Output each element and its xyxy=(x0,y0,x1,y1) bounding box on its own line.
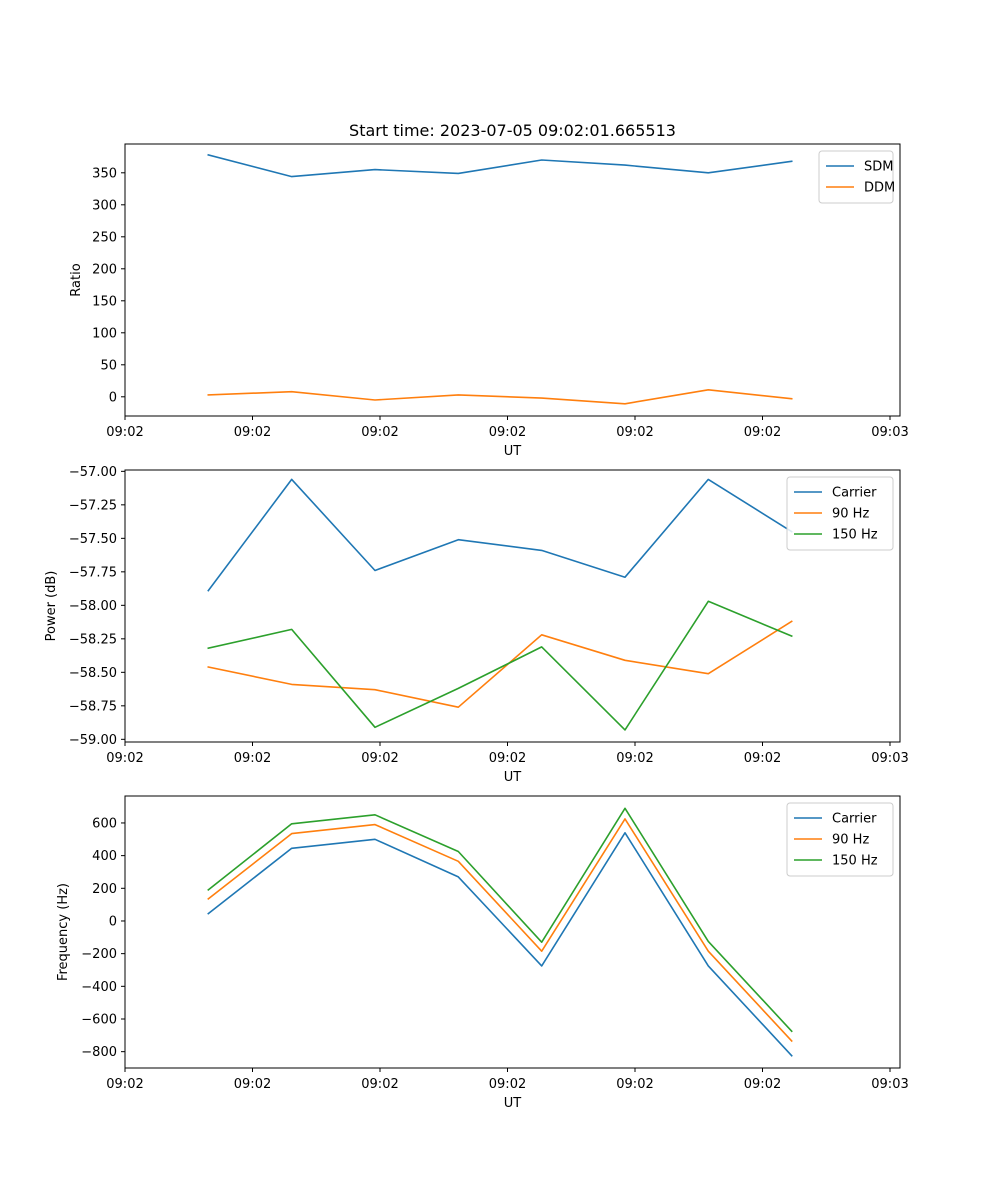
series-line-90-hz xyxy=(207,818,793,1043)
y-tick-label: 200 xyxy=(92,882,117,897)
y-tick-label: −58.50 xyxy=(69,666,117,681)
y-tick-label: 200 xyxy=(92,262,117,277)
y-tick-label: −57.00 xyxy=(69,465,117,480)
x-tick-label: 09:02 xyxy=(616,751,653,766)
legend xyxy=(786,476,894,551)
y-tick-label: −57.50 xyxy=(69,532,117,547)
y-tick-label: −59.00 xyxy=(69,733,117,748)
legend-label: DDM xyxy=(864,181,895,196)
x-tick-label: 09:03 xyxy=(871,751,908,766)
legend-label: Carrier xyxy=(832,486,877,501)
legend-label: 150 Hz xyxy=(832,854,878,869)
y-axis-label: Power (dB) xyxy=(44,571,59,642)
y-tick-label: 350 xyxy=(92,166,117,181)
y-tick-label: 250 xyxy=(92,230,117,245)
x-tick-label: 09:02 xyxy=(106,425,143,440)
x-tick-label: 09:02 xyxy=(234,751,271,766)
x-tick-label: 09:02 xyxy=(489,425,526,440)
legend-label: 150 Hz xyxy=(832,528,878,543)
y-tick-label: 150 xyxy=(92,294,117,309)
panel-2: 09:02 09:02 09:02 09:02 09:02 09:02 09:03 −59.0… xyxy=(44,465,909,785)
x-tick-label: 09:02 xyxy=(361,1077,398,1092)
x-tick-label: 09:02 xyxy=(489,751,526,766)
y-tick-label: 50 xyxy=(100,358,117,373)
series-line-90-hz xyxy=(207,620,793,709)
y-tick-label: 0 xyxy=(109,914,117,929)
panel-1: 09:02 09:02 09:02 09:02 09:02 09:02 09:03 0 50 10… xyxy=(69,143,909,459)
plot-frame xyxy=(124,795,901,1069)
y-axis-label: Frequency (Hz) xyxy=(56,883,71,981)
x-tick-label: 09:02 xyxy=(361,751,398,766)
y-tick-label: −600 xyxy=(81,1012,117,1027)
y-tick-label: 300 xyxy=(92,198,117,213)
x-tick-label: 09:02 xyxy=(616,425,653,440)
y-tick-label: −58.75 xyxy=(69,699,117,714)
x-tick-label: 09:02 xyxy=(106,1077,143,1092)
legend-label: 90 Hz xyxy=(832,833,869,848)
y-tick-label: −400 xyxy=(81,980,117,995)
series-line-ddm xyxy=(207,388,793,405)
x-tick-label: 09:02 xyxy=(234,1077,271,1092)
x-tick-label: 09:02 xyxy=(744,425,781,440)
x-axis-label: UT xyxy=(504,444,522,459)
legend-label: Carrier xyxy=(832,812,877,827)
x-tick-label: 09:03 xyxy=(871,1077,908,1092)
legend-label: SDM xyxy=(864,160,893,175)
y-tick-label: 600 xyxy=(92,816,117,831)
figure-title: Start time: 2023-07-05 09:02:01.665513 xyxy=(349,121,676,140)
x-tick-label: 09:02 xyxy=(744,1077,781,1092)
x-tick-label: 09:02 xyxy=(489,1077,526,1092)
y-tick-label: 400 xyxy=(92,849,117,864)
y-tick-label: −200 xyxy=(81,947,117,962)
x-tick-label: 09:02 xyxy=(234,425,271,440)
legend xyxy=(818,150,894,204)
x-tick-label: 09:02 xyxy=(106,751,143,766)
y-tick-label: −58.00 xyxy=(69,599,117,614)
y-tick-label: 0 xyxy=(109,390,117,405)
legend-label: 90 Hz xyxy=(832,507,869,522)
series-line-150-hz xyxy=(207,807,793,1033)
y-tick-label: −58.25 xyxy=(69,632,117,647)
y-tick-label: −800 xyxy=(81,1045,117,1060)
x-axis-label: UT xyxy=(504,770,522,785)
y-tick-label: 100 xyxy=(92,326,117,341)
x-tick-label: 09:02 xyxy=(744,751,781,766)
series-line-carrier xyxy=(207,478,793,592)
series-line-150-hz xyxy=(207,600,793,731)
x-tick-label: 09:03 xyxy=(871,425,908,440)
y-tick-label: −57.75 xyxy=(69,565,117,580)
legend xyxy=(786,802,894,877)
series-line-sdm xyxy=(207,153,793,178)
plot-frame xyxy=(124,143,901,417)
x-axis-label: UT xyxy=(504,1096,522,1111)
plot-frame xyxy=(124,469,901,743)
x-tick-label: 09:02 xyxy=(361,425,398,440)
panel-3: 09:02 09:02 09:02 09:02 09:02 09:02 09:03 −800 −… xyxy=(56,795,909,1111)
y-tick-label: −57.25 xyxy=(69,498,117,513)
x-tick-label: 09:02 xyxy=(616,1077,653,1092)
y-axis-label: Ratio xyxy=(69,263,84,296)
series-line-carrier xyxy=(207,831,793,1057)
